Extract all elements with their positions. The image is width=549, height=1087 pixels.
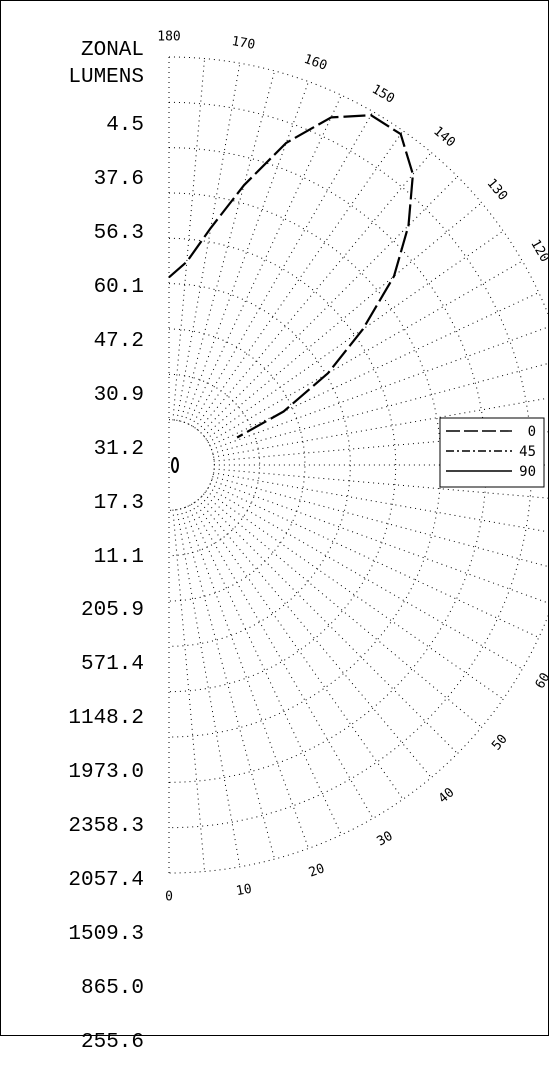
grid-spoke	[194, 501, 404, 800]
grid-spoke	[205, 230, 504, 440]
legend-label: 0	[528, 424, 536, 440]
grid-spoke	[207, 487, 523, 670]
grid-spoke	[197, 152, 432, 431]
angle-label: 30	[374, 829, 395, 850]
angle-label: 180	[157, 30, 180, 45]
grid-spoke	[211, 479, 549, 604]
grid-spoke	[212, 476, 549, 568]
grid-spoke	[213, 431, 549, 462]
grid-spoke	[183, 81, 310, 423]
polar-grid	[168, 56, 549, 874]
grid-spoke	[212, 362, 549, 454]
grid-spoke	[209, 483, 539, 638]
angle-label: 50	[489, 732, 511, 754]
zonal-lumens-value: 1509.3	[68, 923, 144, 947]
angle-label: 20	[307, 861, 327, 880]
angle-label: 0	[165, 890, 173, 905]
grid-spoke	[183, 507, 310, 849]
legend-box	[439, 417, 545, 488]
zonal-lumens-header: ZONAL LUMENS	[68, 37, 144, 91]
grid-ring	[168, 147, 487, 783]
grid-spoke	[207, 260, 523, 443]
series-0-curve	[168, 114, 414, 439]
header-line-2: LUMENS	[68, 66, 144, 89]
zonal-lumens-value: 571.4	[80, 653, 144, 677]
grid-spoke	[172, 58, 206, 421]
zonal-lumens-value: 37.6	[93, 167, 144, 191]
grid-spoke	[200, 176, 458, 434]
angle-label: 130	[484, 176, 511, 204]
zonal-lumens-value: 60.1	[93, 275, 144, 299]
angle-label: 10	[235, 882, 253, 899]
grid-spoke	[209, 292, 539, 447]
angle-label: 170	[230, 34, 256, 53]
angle-label: 40	[436, 785, 458, 807]
zonal-lumens-value: 205.9	[80, 599, 144, 623]
grid-spoke	[180, 70, 276, 422]
grid-spoke	[172, 509, 206, 872]
grid-spoke	[203, 493, 482, 728]
zonal-lumens-value: 17.3	[93, 491, 144, 515]
zonal-lumens-value: 30.9	[93, 383, 144, 407]
zonal-lumens-value: 47.2	[93, 329, 144, 353]
grid-ring	[168, 192, 442, 738]
legend: 0 45 90	[439, 417, 545, 488]
zonal-lumens-value: 2358.3	[68, 815, 144, 839]
grid-spoke	[176, 509, 241, 867]
grid-spoke	[176, 63, 241, 421]
grid-spoke	[213, 397, 549, 458]
zonal-lumens-value: 11.1	[93, 545, 144, 569]
grid-spoke	[194, 130, 404, 429]
zonal-lumens-column: 4.5 37.6 56.3 60.1 47.2 30.9 31.2 17.3 11.1 205.9…	[68, 114, 144, 1087]
polar-plot: 0 10 20 30 40 50 60 120 130 140 150 160 170 180 0 45 90	[157, 30, 549, 905]
zonal-lumens-value: 31.2	[93, 437, 144, 461]
grid-ring	[168, 237, 397, 693]
grid-spoke	[213, 472, 549, 533]
zonal-lumens-value: 1148.2	[68, 707, 144, 731]
angle-label: 140	[430, 124, 458, 151]
legend-label: 45	[519, 444, 536, 460]
angle-label: 150	[369, 82, 397, 107]
header-line-1: ZONAL	[80, 39, 144, 62]
grid-spoke	[200, 496, 458, 754]
grid-spoke	[191, 111, 374, 427]
zonal-lumens-value: 56.3	[93, 221, 144, 245]
angle-label: 60	[533, 670, 549, 691]
angle-label: 160	[302, 52, 329, 74]
angle-label: 120	[527, 237, 549, 265]
grid-spoke	[197, 499, 432, 778]
zonal-lumens-value: 1973.0	[68, 761, 144, 785]
grid-spoke	[191, 503, 374, 819]
legend-label: 90	[519, 464, 536, 480]
zonal-lumens-value: 2057.4	[68, 869, 144, 893]
zonal-lumens-value: 865.0	[80, 977, 144, 1000]
grid-spoke	[205, 490, 504, 700]
zonal-lumens-value: 255.6	[80, 1030, 144, 1054]
grid-spoke	[213, 468, 549, 499]
grid-spoke	[203, 202, 482, 437]
grid-spoke	[211, 326, 549, 451]
grid-spoke	[180, 508, 276, 860]
near-origin-loop	[171, 457, 179, 473]
zonal-lumens-value: 4.5	[106, 114, 144, 137]
grid-spoke	[187, 95, 342, 425]
grid-spoke	[187, 505, 342, 835]
